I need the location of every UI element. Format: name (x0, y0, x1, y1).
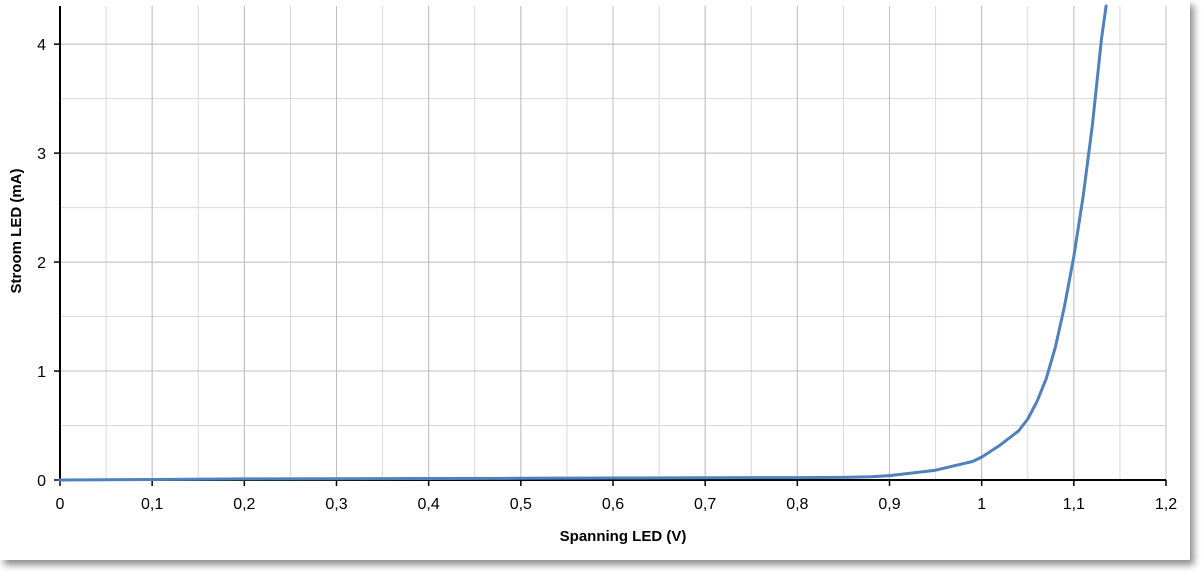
y-tick-label: 2 (37, 255, 46, 272)
y-axis-title: Stroom LED (mA) (8, 169, 25, 294)
chart-plot: 0 0,1 0,2 0,3 0,4 0,5 0,6 0,7 0,8 0,9 1 1,1 1,2 0 1 2 3… (8, 4, 1178, 545)
y-tick-label: 1 (37, 364, 46, 381)
x-tick-label: 0,6 (602, 496, 624, 513)
x-axis-title: Spanning LED (V) (560, 528, 687, 545)
x-tick-label: 0,5 (510, 496, 532, 513)
major-gridlines (59, 6, 1167, 481)
y-tick-labels: 0 1 2 3 4 (37, 37, 46, 490)
axes (54, 6, 1167, 486)
series-layer (58, 4, 1108, 482)
x-tick-label: 0,3 (325, 496, 347, 513)
y-tick-label: 0 (37, 473, 46, 490)
x-tick-label: 0,8 (786, 496, 808, 513)
series-line (58, 4, 1108, 482)
y-tick-label: 3 (37, 146, 46, 163)
x-tick-label: 0 (56, 496, 65, 513)
x-tick-label: 0,4 (418, 496, 440, 513)
x-tick-label: 1 (977, 496, 986, 513)
x-tick-label: 1,1 (1063, 496, 1085, 513)
x-tick-label: 0,2 (233, 496, 255, 513)
x-tick-label: 0,9 (878, 496, 900, 513)
x-tick-label: 0,7 (694, 496, 716, 513)
chart-frame: 0 0,1 0,2 0,3 0,4 0,5 0,6 0,7 0,8 0,9 1 1,1 1,2 0 1 2 3… (8, 4, 1178, 545)
y-tick-label: 4 (37, 37, 46, 54)
x-tick-labels: 0 0,1 0,2 0,3 0,4 0,5 0,6 0,7 0,8 0,9 1 1,1 1,2 (56, 496, 1178, 513)
x-tick-label: 1,2 (1155, 496, 1177, 513)
x-tick-label: 0,1 (141, 496, 163, 513)
